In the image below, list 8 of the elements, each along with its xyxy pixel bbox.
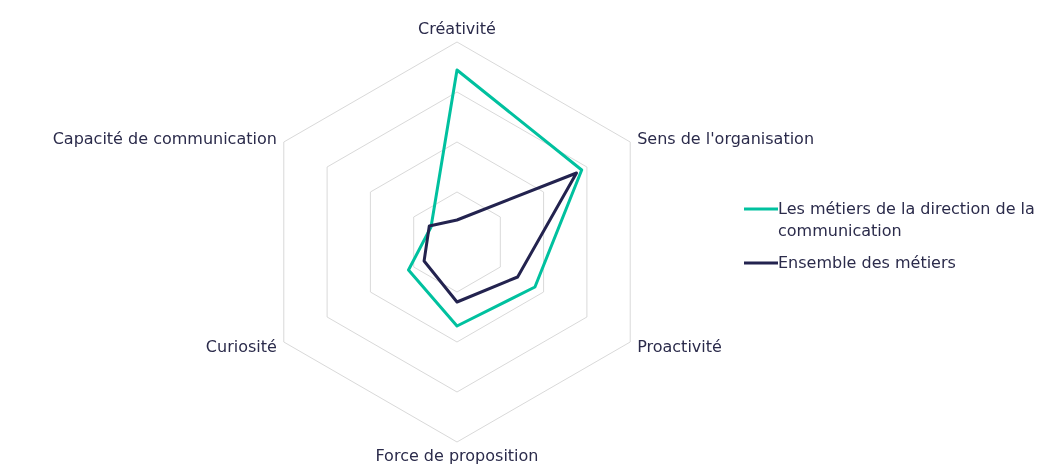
legend-label: Les métiers de la direction de la communication [778,198,1036,242]
spoke-label: Proactivité [637,336,722,356]
legend-label: Ensemble des métiers [778,252,956,274]
spoke-label: Créativité [418,19,496,38]
spoke-label: Capacité de communication [52,128,277,148]
spoke-label: Curiosité [205,336,277,356]
spoke-label: Sens de l'organisation [637,128,815,148]
spoke-label: Force de proposition [375,446,539,466]
